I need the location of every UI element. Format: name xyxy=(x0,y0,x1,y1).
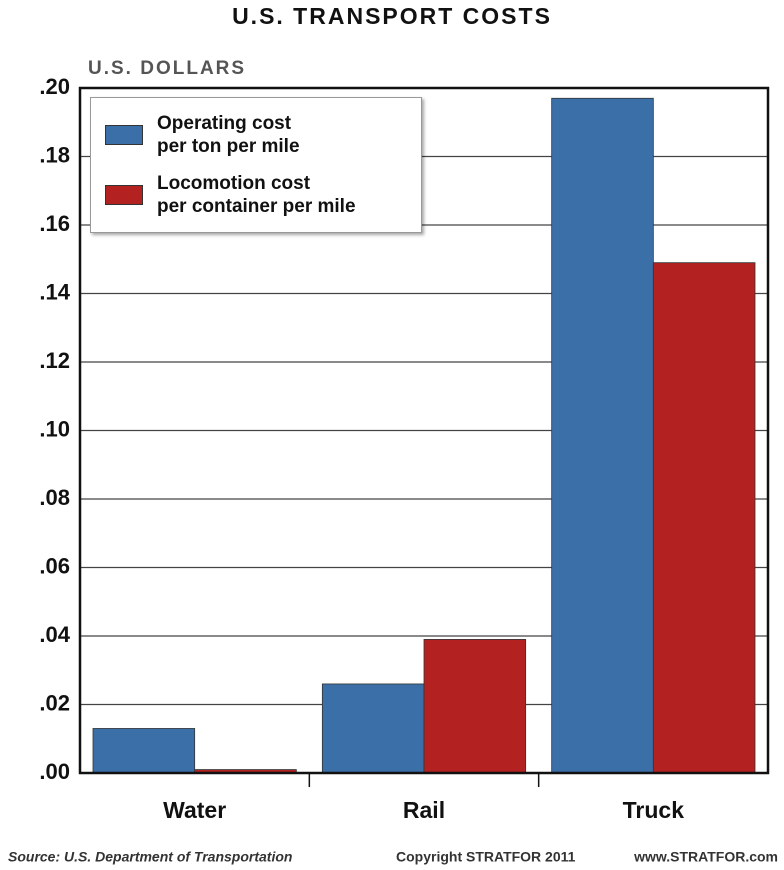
x-tick-label: Water xyxy=(163,797,226,823)
y-tick-label: .06 xyxy=(39,553,70,578)
x-tick-label: Rail xyxy=(403,797,445,823)
legend-swatch xyxy=(105,125,143,145)
source: Source: U.S. Department of Transportatio… xyxy=(8,849,292,865)
legend-item: Locomotion cost per container per mile xyxy=(105,172,356,218)
copyright: Copyright STRATFOR 2011 xyxy=(396,849,576,865)
legend-label: Locomotion cost per container per mile xyxy=(157,173,356,217)
legend-swatch xyxy=(105,185,143,205)
y-tick-label: .00 xyxy=(39,759,70,784)
website: www.STRATFOR.com xyxy=(633,849,778,865)
plot-frame xyxy=(78,86,770,775)
y-tick-label: .04 xyxy=(39,622,70,647)
y-axis-label: U.S. DOLLARS xyxy=(88,58,246,79)
bar xyxy=(321,683,425,774)
y-tick-label: .16 xyxy=(39,211,70,236)
x-tick-label: Truck xyxy=(623,797,685,823)
legend-label: Operating cost per ton per mile xyxy=(157,113,300,157)
y-tick-label: .10 xyxy=(39,416,70,441)
bar xyxy=(92,728,196,774)
y-tick-label: .08 xyxy=(39,485,70,510)
bar xyxy=(652,262,756,774)
legend-item: Operating cost per ton per mile xyxy=(105,112,300,158)
y-tick-label: .12 xyxy=(39,348,70,373)
legend: Operating cost per ton per mile Locomotio… xyxy=(90,97,422,233)
chart-title: U.S. TRANSPORT COSTS xyxy=(232,3,552,29)
y-tick-label: .02 xyxy=(39,690,70,715)
bar xyxy=(423,639,527,774)
bar xyxy=(551,97,654,774)
y-tick-label: .20 xyxy=(39,74,70,99)
y-tick-label: .14 xyxy=(39,279,70,304)
y-tick-label: .18 xyxy=(39,142,70,167)
